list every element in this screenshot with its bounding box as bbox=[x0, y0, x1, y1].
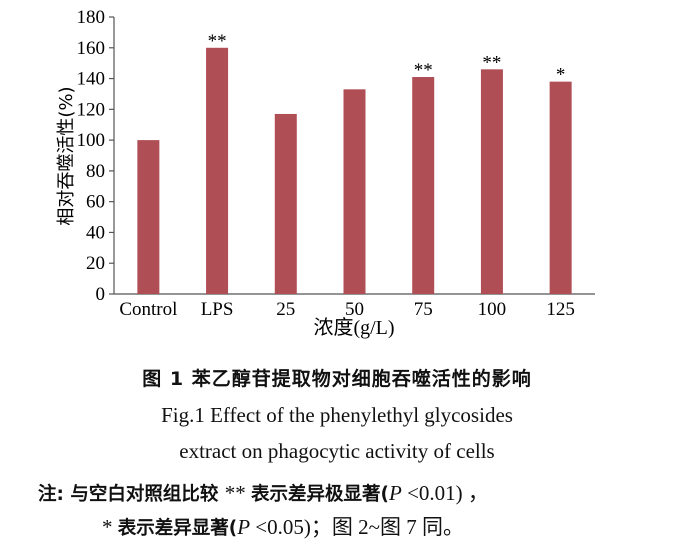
significance-label: * bbox=[556, 65, 566, 86]
y-tick-label: 80 bbox=[86, 161, 105, 182]
footnote-text: 表示差异显著( bbox=[117, 518, 238, 539]
significance-label: ** bbox=[482, 52, 501, 73]
x-tick-label: 100 bbox=[478, 299, 507, 320]
footnote-line2: * 表示差异显著(P <0.05)；图 2~图 7 同。 bbox=[102, 511, 464, 541]
bar bbox=[137, 140, 160, 294]
x-axis-ticks: Control LPS 25 50 75 100 125 bbox=[119, 299, 575, 320]
y-tick-label: 20 bbox=[86, 253, 105, 274]
bar bbox=[343, 89, 366, 294]
footnote-threshold: <0.01) ， bbox=[401, 481, 489, 505]
x-tick-label: 75 bbox=[414, 299, 433, 320]
significance-marks: **** *** bbox=[208, 31, 566, 86]
x-tick-label: 125 bbox=[546, 299, 575, 320]
y-tick-label: 120 bbox=[77, 99, 106, 120]
caption-english-line1: Fig.1 Effect of the phenylethyl glycosid… bbox=[161, 403, 513, 427]
significance-label: ** bbox=[208, 31, 227, 52]
caption-english-line2: extract on phagocytic activity of cells bbox=[179, 439, 495, 463]
caption-chinese: 图 1 苯乙醇苷提取物对细胞吞噬活性的影响 bbox=[142, 368, 532, 390]
x-tick-label: 50 bbox=[345, 299, 364, 320]
footnote-threshold: <0.05)；图 2~图 7 同。 bbox=[250, 515, 464, 539]
y-tick-label: 0 bbox=[96, 284, 106, 305]
bar bbox=[549, 81, 572, 294]
y-axis-ticks: 0 20 40 60 80 100 120 140 160 180 bbox=[77, 7, 114, 305]
p-symbol: P bbox=[389, 481, 402, 505]
y-tick-label: 160 bbox=[77, 38, 106, 59]
p-symbol: P bbox=[237, 515, 251, 539]
single-asterisk: * bbox=[102, 515, 118, 539]
footnote-text: 表示差异极显著( bbox=[251, 484, 389, 505]
significance-label: ** bbox=[414, 60, 433, 81]
bar-chart: 0 20 40 60 80 100 120 140 160 180 Control LPS 25 50 7… bbox=[56, 7, 595, 339]
bar bbox=[412, 77, 435, 295]
bars bbox=[137, 47, 572, 295]
x-axis-label: 浓度(g/L) bbox=[313, 316, 394, 339]
y-tick-label: 60 bbox=[86, 192, 105, 213]
y-tick-label: 140 bbox=[77, 69, 106, 90]
footnote-text: 注: 与空白对照组比较 bbox=[38, 484, 225, 505]
y-axis-label: 相对吞噬活性(%) bbox=[56, 86, 77, 225]
y-tick-label: 100 bbox=[77, 130, 106, 151]
bar bbox=[206, 47, 229, 295]
double-asterisk: ** bbox=[224, 481, 252, 505]
bar bbox=[480, 69, 503, 294]
y-tick-label: 180 bbox=[77, 7, 106, 28]
x-tick-label: LPS bbox=[201, 299, 234, 320]
x-tick-label: 25 bbox=[276, 299, 295, 320]
x-tick-label: Control bbox=[119, 299, 177, 320]
footnote-line1: 注: 与空白对照组比较 ** 表示差异极显著(P <0.01) ， bbox=[38, 477, 489, 507]
bar bbox=[274, 113, 297, 294]
y-tick-label: 40 bbox=[86, 222, 105, 243]
